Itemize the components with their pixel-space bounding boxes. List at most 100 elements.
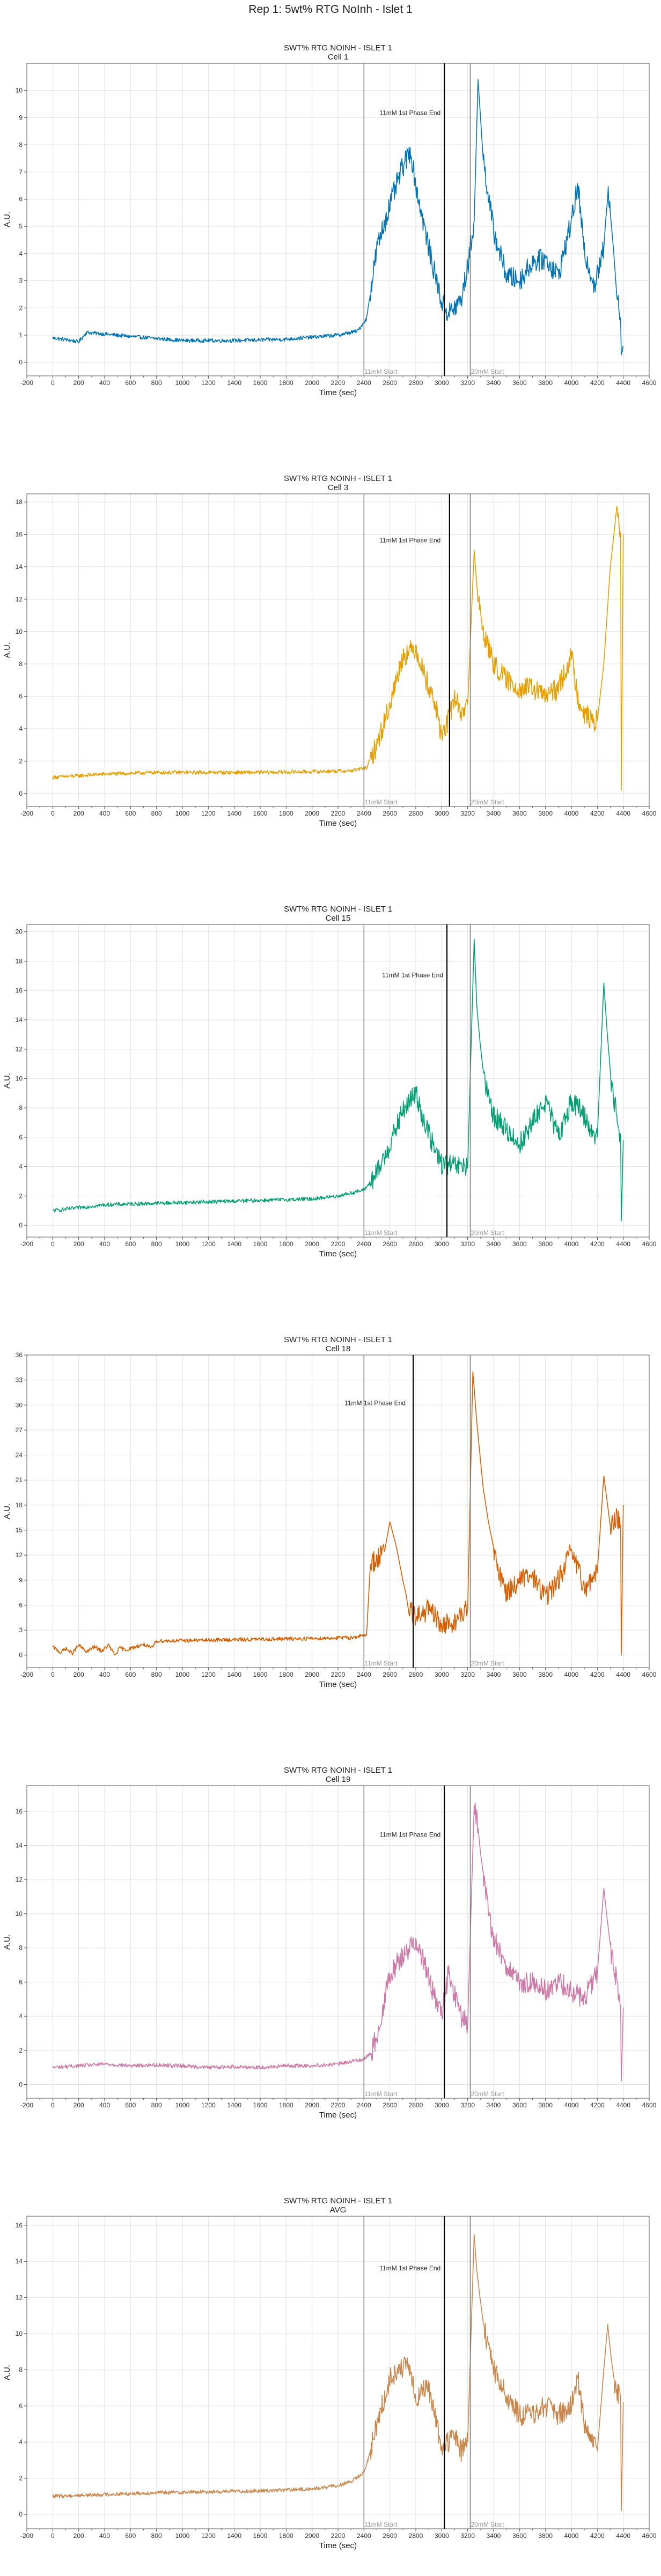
x-tick-label: 1000 [175,379,190,387]
x-tick-label: -200 [20,2532,33,2540]
y-tick-label: 10 [16,1075,23,1082]
x-axis-label: Time (sec) [319,2111,357,2120]
y-tick-label: 0 [19,790,23,797]
y-tick-label: 12 [16,1046,23,1053]
x-tick-label: 200 [74,1240,84,1248]
x-tick-label: 400 [99,2101,110,2109]
x-tick-label: 3600 [512,2101,527,2109]
x-tick-label: 3200 [460,379,475,387]
x-tick-label: 1600 [253,1240,268,1248]
series-line [52,1802,624,2082]
x-tick-label: 1800 [279,1240,293,1248]
x-tick-label: -200 [20,1240,33,1248]
x-tick-label: 3800 [538,379,553,387]
y-tick-label: 0 [19,2081,23,2089]
chart-subtitle: Cell 18 [326,1344,351,1353]
vline-label: 20mM Start [471,798,505,806]
x-tick-label: 1200 [201,2532,216,2540]
x-tick-label: 1200 [201,810,216,817]
y-tick-label: 27 [16,1426,23,1434]
series-line [53,938,624,1222]
y-tick-label: 8 [19,2366,23,2373]
x-tick-label: 3800 [538,1240,553,1248]
y-tick-label: 16 [16,531,23,538]
x-tick-label: 200 [74,379,84,387]
plot-frame [26,1354,650,1668]
x-tick-label: 2800 [409,810,423,817]
phase-annotation: 11mM 1st Phase End [379,109,440,116]
y-tick-label: 14 [16,1016,23,1024]
y-tick-label: 0 [19,1222,23,1229]
y-tick-label: 4 [19,2012,23,2020]
y-tick-label: 18 [16,498,23,506]
x-tick-label: 3000 [435,1671,449,1678]
y-tick-label: 2 [19,757,23,765]
vline-label: 20mM Start [471,368,505,375]
x-tick-label: 2000 [305,2101,319,2109]
chart-subtitle: AVG [330,2205,347,2215]
x-tick-label: 2200 [331,1671,346,1678]
x-tick-label: 2200 [331,379,346,387]
x-tick-label: 600 [125,810,136,817]
x-tick-label: 0 [51,2101,55,2109]
x-tick-label: 1400 [227,810,241,817]
x-tick-label: 1600 [253,1671,268,1678]
x-tick-label: 3200 [460,1671,475,1678]
x-tick-label: 800 [151,2101,162,2109]
x-tick-label: 2200 [331,2532,346,2540]
y-tick-label: 1 [19,331,23,339]
y-tick-label: 10 [16,87,23,94]
x-tick-label: 1400 [227,379,241,387]
series-line [52,506,624,791]
x-tick-label: 1800 [279,2101,293,2109]
x-tick-label: 200 [74,2101,84,2109]
phase-annotation: 11mM 1st Phase End [379,1831,440,1839]
y-tick-label: 2 [19,304,23,312]
x-tick-label: 3600 [512,2532,527,2540]
y-tick-label: 6 [19,1134,23,1141]
x-tick-label: 3800 [538,1671,553,1678]
y-tick-label: 2 [19,2475,23,2482]
y-axis-label: A.U. [3,1934,12,1950]
vline-label: 20mM Start [471,1660,505,1667]
x-tick-label: 4200 [590,2532,605,2540]
y-tick-label: 0 [19,1652,23,1659]
y-tick-label: 36 [16,1351,23,1359]
x-tick-label: 3400 [487,379,501,387]
series-line [52,2233,624,2512]
x-tick-label: 1400 [227,1240,241,1248]
y-tick-label: 3 [19,277,23,285]
y-tick-label: 10 [16,2330,23,2337]
y-tick-label: 7 [19,168,23,176]
x-tick-label: 2800 [409,1671,423,1678]
vline-label: 11mM Start [364,2090,398,2098]
x-tick-label: 2400 [357,2101,371,2109]
x-tick-label: 1200 [201,1671,216,1678]
x-tick-label: 0 [51,810,55,817]
x-tick-label: 1600 [253,810,268,817]
plot-frame [26,63,650,376]
x-tick-label: 2600 [383,1240,397,1248]
vline-label: 11mM Start [364,1660,398,1667]
y-tick-label: 10 [16,628,23,635]
x-tick-label: 400 [99,2532,110,2540]
y-tick-label: 16 [16,2222,23,2229]
plot-frame [26,924,650,1238]
x-tick-label: 3800 [538,2101,553,2109]
y-tick-label: 18 [16,1501,23,1509]
x-tick-label: 400 [99,810,110,817]
x-tick-label: 1800 [279,810,293,817]
y-tick-label: 8 [19,660,23,668]
plot-frame [26,1785,650,2099]
x-tick-label: 2400 [357,810,371,817]
plot-frame [26,2216,650,2529]
x-tick-label: 200 [74,1671,84,1678]
y-tick-label: 33 [16,1376,23,1384]
y-tick-label: 14 [16,563,23,571]
y-tick-label: 21 [16,1476,23,1484]
x-tick-label: 4400 [616,810,630,817]
x-tick-label: 1600 [253,2532,268,2540]
